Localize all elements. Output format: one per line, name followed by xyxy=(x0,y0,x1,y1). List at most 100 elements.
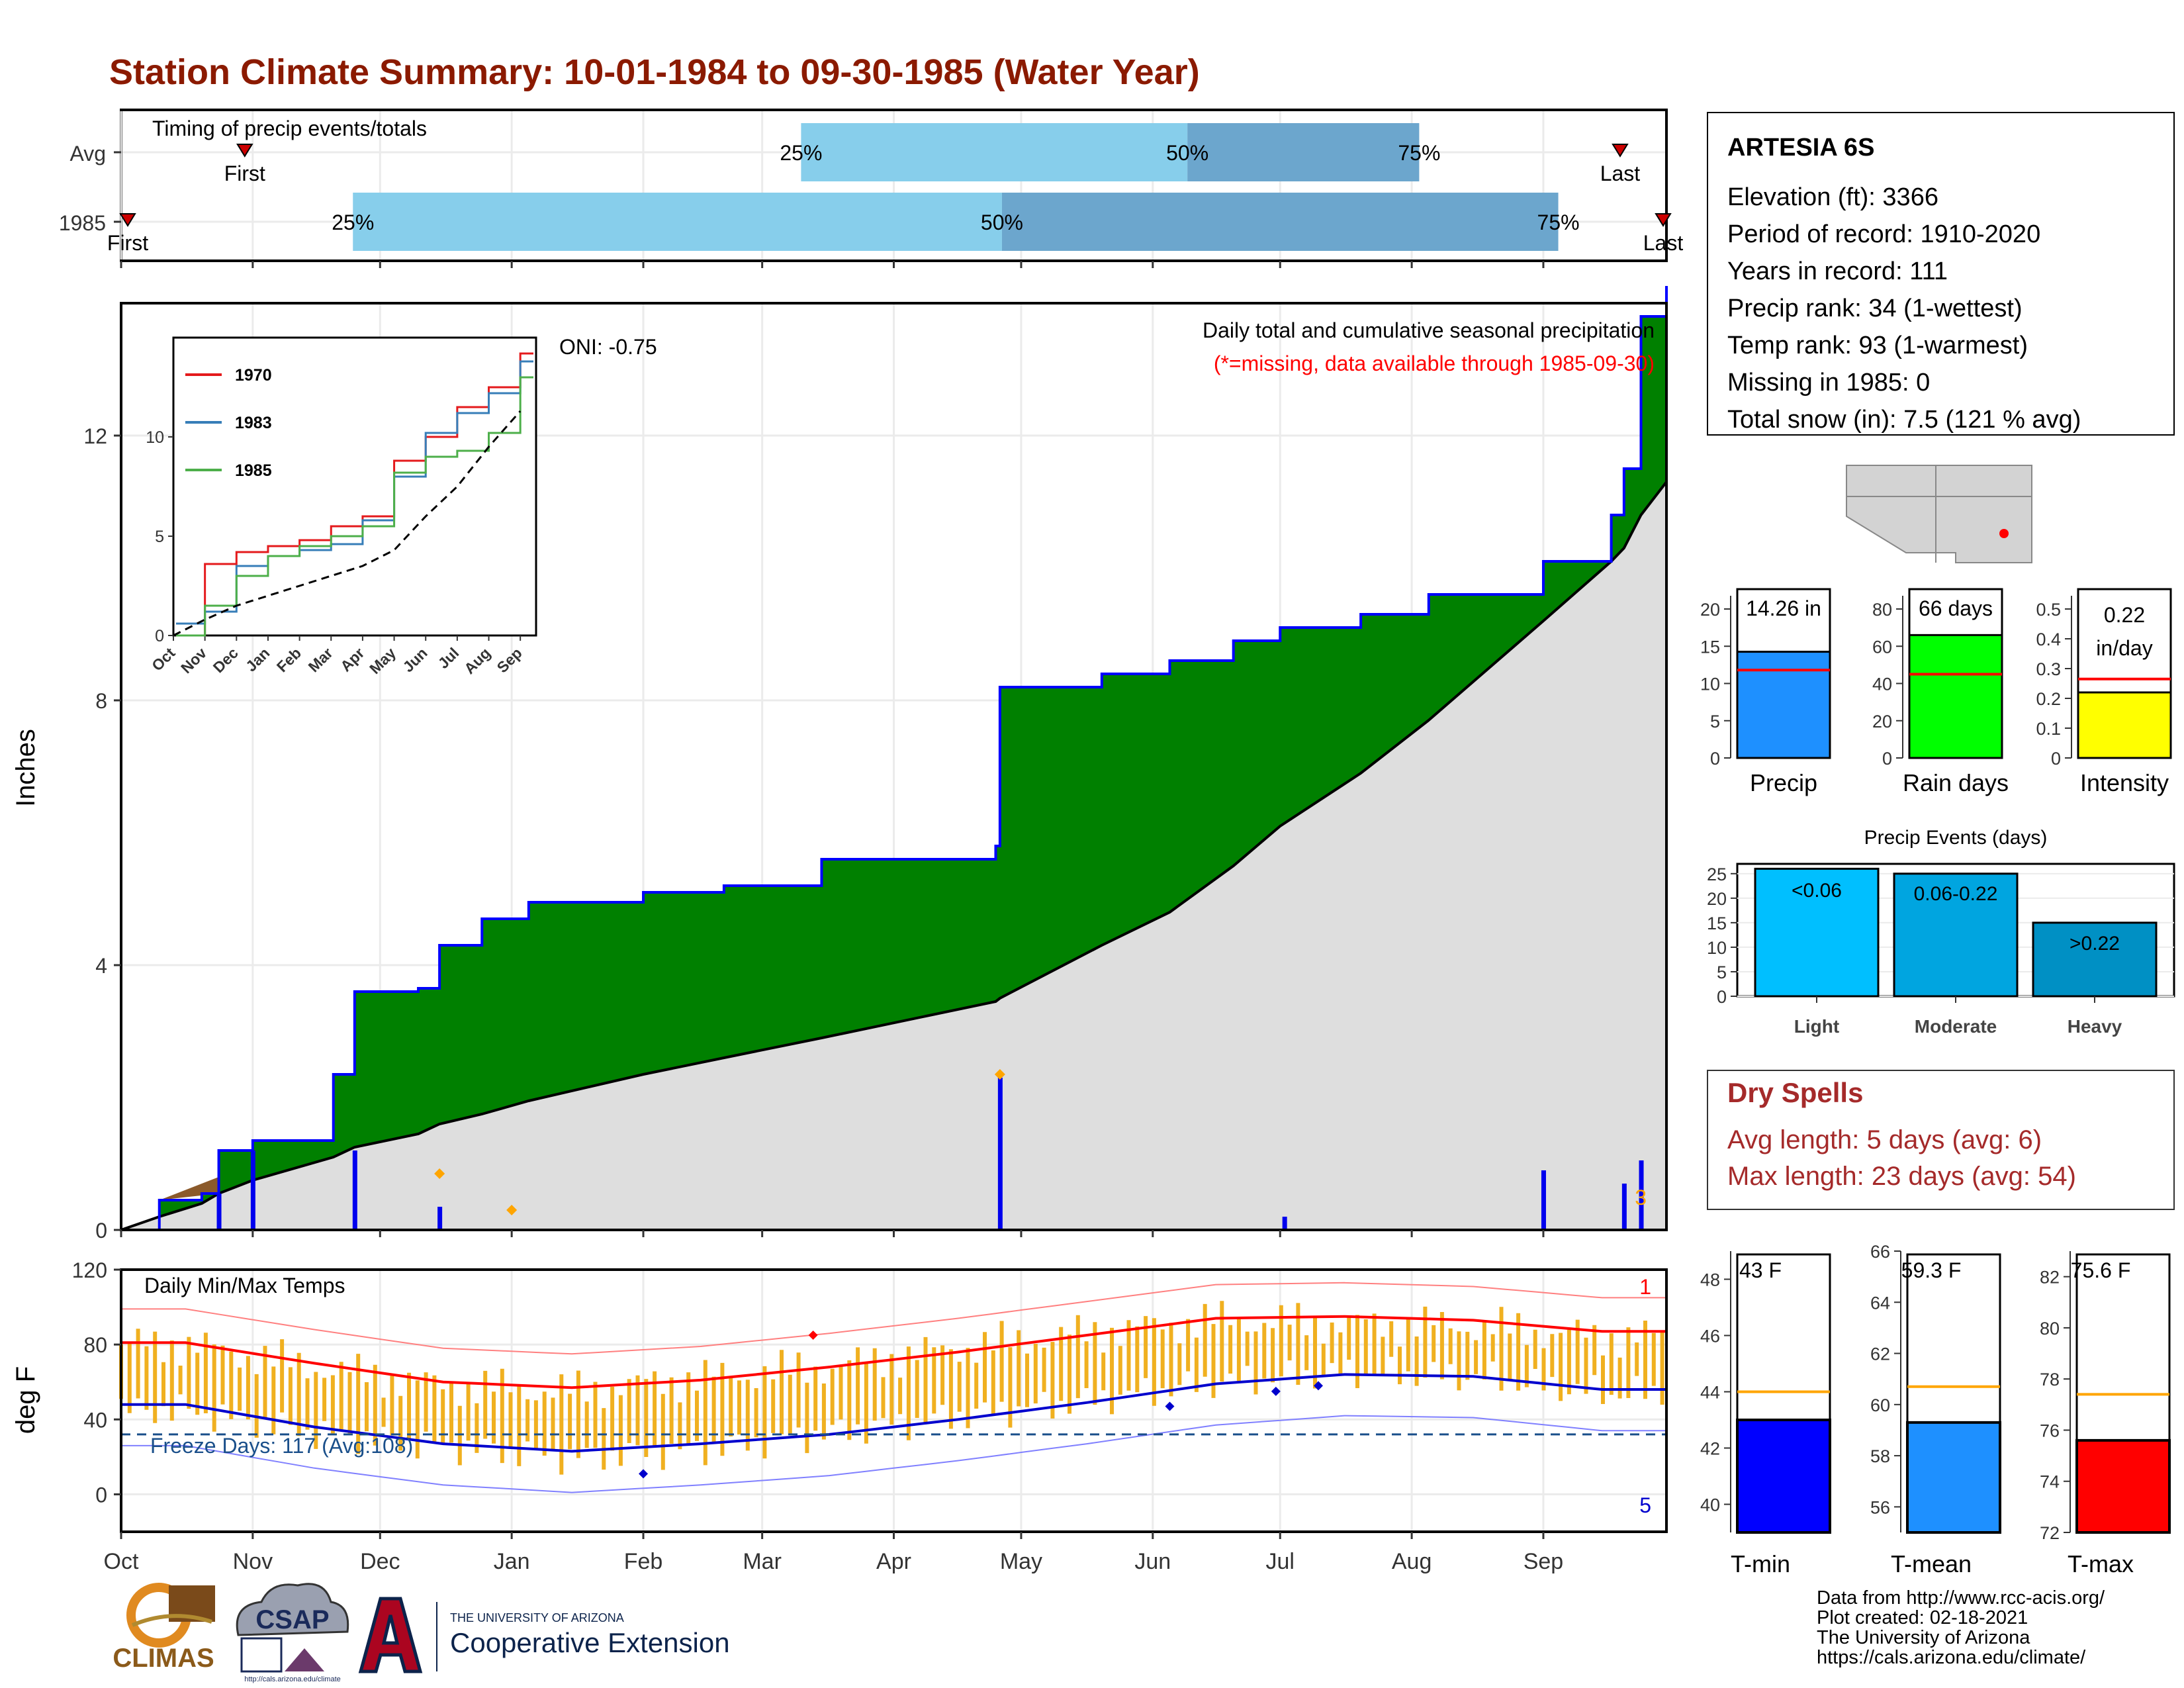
month-tick-label: Aug xyxy=(1392,1549,1432,1574)
timing-last-marker xyxy=(1612,144,1629,158)
summary-y-tick-label: 0.1 xyxy=(2036,719,2061,739)
timing-last-label: Last xyxy=(1643,231,1684,255)
timing-row-label-year: 1985 xyxy=(59,211,106,235)
summary-y-tick-label: 0.5 xyxy=(2036,600,2061,620)
csap-logo-text: CSAP xyxy=(255,1605,329,1634)
month-tick-label: Sep xyxy=(1524,1549,1564,1574)
inset-legend: 1970 1983 1985 xyxy=(185,366,272,480)
map-states xyxy=(1846,465,2032,563)
temp-summary-y-tick-label: 80 xyxy=(2040,1319,2060,1338)
precip-events-chart: 0 5 10 15 20 25 Precip Events (days) Light Moder… xyxy=(1707,827,2175,1037)
climas-logo-text: CLIMAS xyxy=(113,1644,214,1673)
summary-bar-frame xyxy=(2077,588,2172,759)
timing-first-label: First xyxy=(224,162,265,185)
timing-pct-label: 50% xyxy=(1166,141,1208,165)
events-y-tick-label: 15 xyxy=(1707,914,1727,933)
temp-summary-label-tmax: T-max xyxy=(2068,1550,2134,1577)
precip-y-tick-label: 0 xyxy=(95,1219,107,1243)
precip-panel-subtitle: (*=missing, data available through 1985-… xyxy=(1214,352,1655,375)
timing-pct-label: 50% xyxy=(981,211,1023,234)
timing-first-label: First xyxy=(107,231,148,255)
dry-spells-max: Max length: 23 days (avg: 54) xyxy=(1727,1162,2076,1191)
legend-label-1983: 1983 xyxy=(235,414,272,432)
inset-y-tick-label: 5 xyxy=(155,528,164,546)
timing-bar-q3 xyxy=(1187,123,1420,181)
summary-y-tick-label: 60 xyxy=(1872,637,1892,657)
summary-value-intensity-bottom: in/day xyxy=(2096,636,2152,660)
month-tick-label: Mar xyxy=(743,1549,782,1574)
dry-spells-title: Dry Spells xyxy=(1727,1077,1863,1108)
events-y-tick-label: 25 xyxy=(1707,865,1727,884)
temp-summary-bar xyxy=(2075,1438,2171,1534)
summary-y-tick-label: 40 xyxy=(1872,675,1892,694)
events-bar xyxy=(1893,872,2019,998)
timing-first-marker xyxy=(236,144,253,158)
temp-y-tick-label: 80 xyxy=(83,1333,107,1357)
summary-label-precip: Precip xyxy=(1750,769,1817,796)
events-bar xyxy=(1754,867,1880,998)
summary-bar xyxy=(1908,633,2003,759)
station-line-snow: Total snow (in): 7.5 (121 % avg) xyxy=(1727,406,2081,434)
summary-value-precip: 14.26 in xyxy=(1746,596,1821,620)
station-info-frame xyxy=(1707,112,2175,436)
climas-logo: CLIMAS xyxy=(113,1583,215,1673)
temp-record-marker xyxy=(808,1331,818,1340)
timing-bar-q2 xyxy=(801,123,1188,181)
temp-summary-y-tick-label: 56 xyxy=(1870,1497,1890,1517)
temp-summary-value-tmean: 59.3 F xyxy=(1901,1258,1962,1282)
month-tick-label: Apr xyxy=(876,1549,911,1574)
precip-normal-fill xyxy=(121,482,1666,1230)
precip-y-tick-label: 8 xyxy=(95,689,107,713)
month-tick-label: Feb xyxy=(624,1549,663,1574)
timing-pct-label: 75% xyxy=(1398,141,1440,165)
timing-pct-label: 25% xyxy=(332,211,374,234)
inset-average-line xyxy=(173,410,522,637)
summary-value-raindays: 66 days xyxy=(1919,596,1993,620)
summary-y-tick-label: 0.4 xyxy=(2036,630,2061,649)
precip-y-axis-label: Inches xyxy=(11,729,40,807)
temp-y-axis-label: deg F xyxy=(11,1366,40,1434)
events-category-moderate: Moderate xyxy=(1915,1016,1997,1037)
precip-y-tick-label: 12 xyxy=(83,424,107,448)
temp-corner-bottom: 5 xyxy=(1639,1493,1651,1517)
temp-summary-bar xyxy=(1906,1421,2001,1534)
precip-daily-bar xyxy=(352,1150,357,1230)
temp-summary-label-tmean: T-mean xyxy=(1891,1550,1972,1577)
temp-summary-y-tick-label: 72 xyxy=(2040,1523,2060,1543)
temp-summary-y-tick-label: 46 xyxy=(1700,1327,1720,1346)
legend-label-1985: 1985 xyxy=(235,461,272,480)
precip-corner-label: 3 xyxy=(1635,1186,1647,1209)
temp-summary-y-tick-label: 44 xyxy=(1700,1383,1720,1403)
station-info-box: ARTESIA 6S Elevation (ft): 3366 Period o… xyxy=(1707,112,2175,436)
page-title: Station Climate Summary: 10-01-1984 to 0… xyxy=(109,52,1200,92)
temp-summary-y-tick-label: 74 xyxy=(2040,1472,2060,1492)
timing-row-label-avg: Avg xyxy=(69,142,106,165)
summary-bars: Precip Rain days Intensity 14.26 in 66 d… xyxy=(1700,588,2172,796)
csap-logo: CSAP http://cals.arizona.edu/climate xyxy=(236,1583,349,1683)
temp-corner-top: 1 xyxy=(1639,1275,1651,1299)
station-line-years: Years in record: 111 xyxy=(1727,258,1948,285)
events-label-heavy: >0.22 xyxy=(2070,933,2120,955)
precip-record-marker xyxy=(434,1168,445,1179)
timing-panel: 25% 50% 75% First Last 25% 50% 75% First Last Tim… xyxy=(59,109,1684,268)
events-label-light: <0.06 xyxy=(1792,880,1842,902)
temp-summary-y-tick-label: 82 xyxy=(2040,1268,2060,1288)
precip-daily-bar xyxy=(997,1078,1003,1230)
precip-panel-title: Daily total and cumulative seasonal prec… xyxy=(1203,318,1655,342)
events-y-tick-label: 10 xyxy=(1707,938,1727,958)
temp-record-marker xyxy=(1271,1386,1281,1396)
locator-map xyxy=(1843,461,2035,566)
summary-y-tick-label: 0 xyxy=(1882,749,1892,769)
inset-frame xyxy=(172,336,537,637)
station-line-precip-rank: Precip rank: 34 (1-wettest) xyxy=(1727,295,2023,322)
temp-summary-y-tick-label: 58 xyxy=(1870,1446,1890,1466)
summary-y-tick-label: 0.2 xyxy=(2036,689,2061,709)
month-x-axis: Oct Nov Dec Jan Feb Mar Apr May Jun Jul Aug Sep xyxy=(104,1230,1564,1574)
temp-y-tick-label: 40 xyxy=(83,1408,107,1432)
ua-logo-a xyxy=(358,1597,423,1673)
temp-panel-title: Daily Min/Max Temps xyxy=(144,1274,345,1297)
climas-logo-swoosh xyxy=(131,1614,212,1627)
summary-bar-frame xyxy=(1736,588,1831,759)
precip-daily-bar xyxy=(1541,1170,1546,1230)
